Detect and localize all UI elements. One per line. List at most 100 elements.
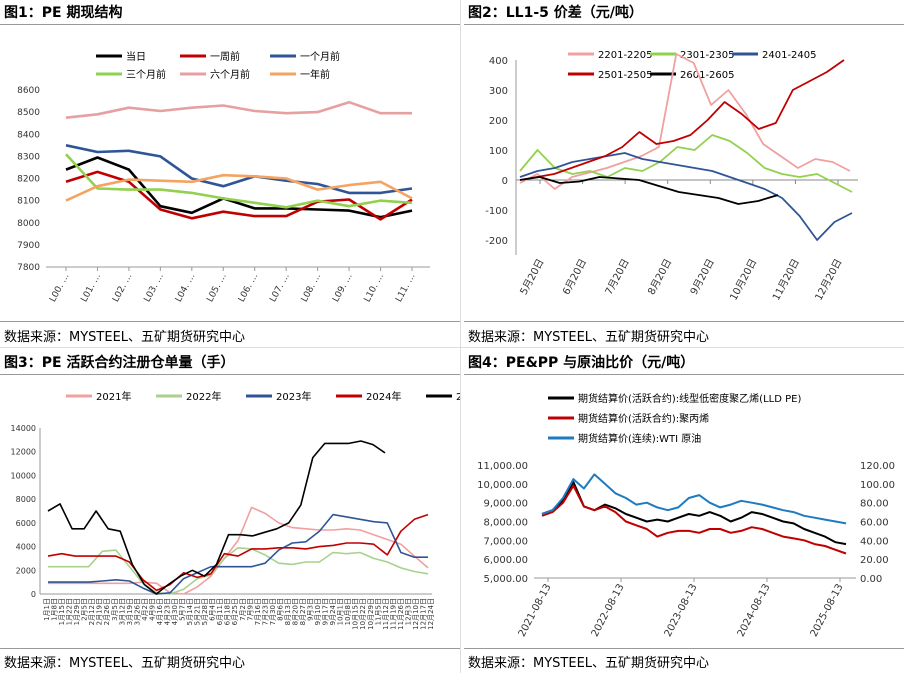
data-source: 数据来源：MYSTEEL、五矿期货研究中心 [4,330,246,345]
legend-label: 一周前 [210,50,240,63]
y-tick-label: 6000 [16,519,36,528]
series-line [519,176,779,205]
x-tick-label: 4月2日 [141,598,149,621]
data-source: 数据来源：MYSTEEL、五矿期货研究中心 [4,656,246,671]
x-tick-label: 2月12日 [88,598,96,625]
y-tick-label-right: 0.00 [860,574,882,585]
legend-label: 2024年 [366,390,401,403]
panel-4: 图4：PE&PP 与原油比价（元/吨） 期货结算价(活跃合约):线型低密度聚乙烯… [464,350,904,673]
series-line [48,513,428,595]
source-rule [0,648,460,649]
x-tick-label: 1月22日 [66,598,74,625]
series-line [65,144,413,195]
x-tick-label: 2021-08-13 [517,582,554,638]
y-tick-label: 200 [489,116,508,127]
chart-pe-pp-crude-ratio: 期货结算价(活跃合约):线型低密度聚乙烯(LLD PE) 期货结算价(活跃合约):… [477,392,895,639]
x-tick-label: 7月9日 [246,598,254,621]
x-tick-label: L10. … [363,272,386,304]
series-line [541,473,847,525]
y-tick-label: 14000 [11,424,36,433]
series-line [65,153,413,209]
legend-label: 2401-2405 [762,50,817,61]
x-tick-label: 11月26日 [397,598,405,630]
x-tick-label: 6月25日 [231,598,239,625]
series-line [541,481,847,546]
x-tick-label: 2月26日 [103,598,111,625]
legend-label: 当日 [126,50,146,63]
series-line [541,484,847,555]
x-tick-label: 1月8日 [51,598,59,621]
x-tick-label: 10月29日 [367,598,375,630]
x-tick-label: 5月21日 [194,598,202,625]
y-tick-label-left: 10,000.00 [477,480,528,491]
x-tick-label: 2025-08-13 [809,582,846,638]
legend-label: 期货结算价(连续):WTI 原油 [578,432,701,445]
x-tick-label: 2月19日 [96,598,104,625]
x-tick-label: 9月24日 [329,598,337,625]
x-tick-label: L02. … [111,272,134,304]
x-tick-label: 10月22日 [359,598,367,630]
y-tick-label: 8300 [17,152,40,162]
y-tick-label-left: 9,000.00 [483,499,528,510]
series-line [519,134,853,193]
x-tick-label: 12月3日 [404,598,412,625]
x-tick-label: 4月9日 [148,598,156,621]
y-tick-label: 0 [31,590,36,599]
series-line [65,156,413,219]
x-tick-label: 12月20日 [813,257,845,303]
x-tick-label: L07. … [268,272,291,304]
panel-title: 图2：LL1-5 价差（元/吨） [468,5,643,21]
x-tick-label: 2024-08-13 [736,582,773,638]
y-tick-label: 8000 [16,495,36,504]
legend-label: 六个月前 [210,68,250,81]
x-tick-label: 10月15日 [352,598,360,630]
x-tick-label: 4月16日 [156,598,164,625]
x-tick-label: 3月19日 [126,598,134,625]
x-tick-label: 11月12日 [382,598,390,630]
x-tick-label: 8月27日 [299,598,307,625]
x-tick-label: 6月20日 [560,257,589,297]
data-source: 数据来源：MYSTEEL、五矿期货研究中心 [468,330,710,345]
x-tick-label: 5月20日 [518,257,547,297]
x-tick-label: 2022-08-13 [590,582,627,638]
x-tick-label: L11. … [394,272,417,304]
x-tick-label: 5月28日 [201,598,209,625]
y-tick-label: 2000 [16,566,36,575]
x-tick-label: 10月8日 [344,598,352,625]
y-tick-label: -100 [485,206,508,217]
y-tick-label-left: 5,000.00 [483,574,528,585]
y-tick-label: 100 [489,146,508,157]
y-tick-label-right: 100.00 [860,480,895,491]
y-tick-label: 8500 [17,108,40,118]
legend-label: 2201-2205 [598,50,653,61]
series-line [65,173,413,202]
x-tick-label: 1月1日 [43,598,51,621]
panel-1: 图1：PE 期现结构 当日 一周前 一个月前 三个月前 六个月前 一年前 7800 7900 8… [0,0,460,347]
y-tick-label-left: 6,000.00 [483,555,528,566]
x-tick-label: 6月11日 [216,598,224,625]
legend-label: 2022年 [186,390,221,403]
x-tick-label: 7月20日 [603,257,632,297]
y-tick-label: 8200 [17,175,40,185]
x-tick-label: 9月3日 [307,598,315,621]
x-tick-label: L06. … [237,272,260,304]
y-tick-label: 8400 [17,130,40,140]
x-tick-label: 12月24日 [427,598,435,630]
x-tick-label: 4月23日 [163,598,171,625]
legend-label: 三个月前 [126,68,166,81]
legend-label: 一个月前 [300,50,340,63]
source-rule [464,648,904,649]
chart-pe-warehouse-receipts: 2021年 2022年 2023年 2024年 2025年 0 2000 4000 6000 80… [11,390,460,630]
y-tick-label-right: 120.00 [860,461,895,472]
x-tick-label: 7月16日 [254,598,262,625]
y-tick-label: 12000 [11,448,36,457]
series-line [519,152,853,241]
y-tick-label-right: 40.00 [860,536,889,547]
x-tick-label: L05. … [205,272,228,304]
y-tick-label: 8100 [17,197,40,207]
y-tick-label-left: 8,000.00 [483,518,528,529]
title-rule [0,24,460,25]
x-tick-label: 12月10日 [412,598,420,630]
x-tick-label: 5月14日 [186,598,194,625]
